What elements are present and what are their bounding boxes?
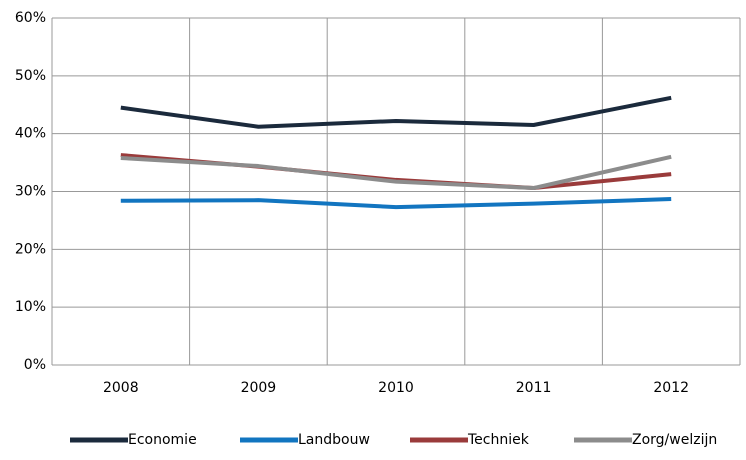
- x-tick-label: 2012: [653, 380, 689, 396]
- y-tick-label: 30%: [15, 184, 46, 200]
- y-tick-label: 0%: [24, 357, 46, 373]
- x-tick-label: 2008: [103, 380, 139, 396]
- legend-label: Landbouw: [298, 432, 370, 448]
- legend-label: Zorg/welzijn: [632, 432, 717, 448]
- y-tick-label: 40%: [15, 126, 46, 142]
- x-tick-label: 2010: [378, 380, 414, 396]
- legend-label: Economie: [128, 432, 197, 448]
- series-line: [120, 95, 672, 129]
- y-tick-label: 50%: [15, 68, 46, 84]
- y-tick-label: 60%: [15, 10, 46, 26]
- series-line: [120, 197, 672, 210]
- legend-label: Techniek: [467, 432, 530, 448]
- series-line: [120, 154, 672, 191]
- y-tick-label: 10%: [15, 299, 46, 315]
- x-tick-label: 2009: [241, 380, 277, 396]
- x-tick-label: 2011: [516, 380, 552, 396]
- y-tick-label: 20%: [15, 241, 46, 257]
